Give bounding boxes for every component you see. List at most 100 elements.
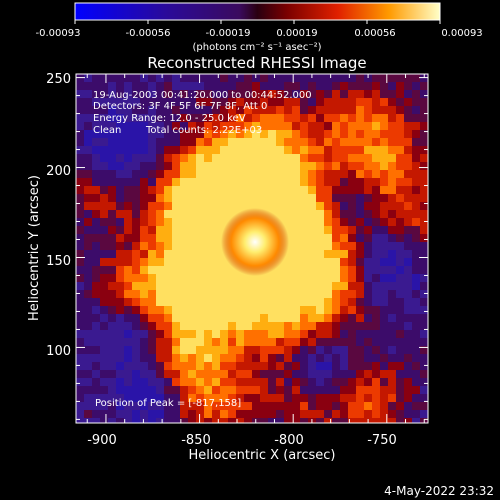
image-pixel <box>236 330 244 338</box>
image-pixel <box>116 138 124 146</box>
image-pixel <box>100 90 108 98</box>
image-pixel <box>228 346 236 354</box>
image-pixel <box>132 82 140 90</box>
image-pixel <box>132 186 140 194</box>
image-pixel <box>364 162 372 170</box>
image-pixel <box>316 402 324 410</box>
image-pixel <box>108 146 116 154</box>
image-pixel <box>316 410 324 418</box>
image-pixel <box>356 74 364 82</box>
image-pixel <box>132 122 140 130</box>
image-pixel <box>308 186 316 194</box>
image-pixel <box>332 162 340 170</box>
image-pixel <box>108 378 116 386</box>
colorbar-tick-label: -0.00056 <box>126 28 171 39</box>
image-pixel <box>324 82 332 90</box>
image-pixel <box>164 306 172 314</box>
image-pixel <box>356 90 364 98</box>
image-pixel <box>412 378 420 386</box>
image-pixel <box>140 130 148 138</box>
image-pixel <box>364 274 372 282</box>
image-pixel <box>212 394 220 402</box>
image-pixel <box>420 410 428 418</box>
image-pixel <box>388 322 396 330</box>
image-pixel <box>188 202 196 210</box>
image-pixel <box>316 114 324 122</box>
image-pixel <box>292 362 300 370</box>
image-pixel <box>156 186 164 194</box>
image-pixel <box>196 194 204 202</box>
image-pixel <box>348 98 356 106</box>
image-pixel <box>324 242 332 250</box>
image-pixel <box>388 410 396 418</box>
image-pixel <box>284 418 292 423</box>
image-pixel <box>188 346 196 354</box>
image-pixel <box>292 178 300 186</box>
image-pixel <box>108 178 116 186</box>
image-pixel <box>116 106 124 114</box>
image-pixel <box>308 402 316 410</box>
image-pixel <box>292 218 300 226</box>
image-pixel <box>116 274 124 282</box>
image-pixel <box>180 170 188 178</box>
image-pixel <box>92 250 100 258</box>
colorbar <box>74 2 441 21</box>
image-pixel <box>196 274 204 282</box>
image-pixel <box>284 410 292 418</box>
image-pixel <box>284 386 292 394</box>
image-pixel <box>148 370 156 378</box>
image-pixel <box>196 386 204 394</box>
image-pixel <box>332 242 340 250</box>
image-pixel <box>260 330 268 338</box>
image-pixel <box>388 202 396 210</box>
image-pixel <box>220 82 228 90</box>
image-pixel <box>308 298 316 306</box>
image-pixel <box>196 330 204 338</box>
image-pixel <box>180 338 188 346</box>
image-pixel <box>148 122 156 130</box>
image-pixel <box>228 402 236 410</box>
image-pixel <box>100 394 108 402</box>
image-pixel <box>412 98 420 106</box>
image-pixel <box>340 90 348 98</box>
image-pixel <box>180 330 188 338</box>
image-pixel <box>196 122 204 130</box>
image-pixel <box>356 266 364 274</box>
image-pixel <box>220 282 228 290</box>
image-pixel <box>260 274 268 282</box>
image-pixel <box>396 330 404 338</box>
image-pixel <box>148 354 156 362</box>
image-pixel <box>340 394 348 402</box>
image-pixel <box>388 290 396 298</box>
image-pixel <box>108 194 116 202</box>
image-pixel <box>212 386 220 394</box>
image-pixel <box>204 130 212 138</box>
image-pixel <box>292 170 300 178</box>
image-pixel <box>316 314 324 322</box>
image-pixel <box>364 250 372 258</box>
image-pixel <box>212 130 220 138</box>
image-pixel <box>292 146 300 154</box>
image-pixel <box>196 298 204 306</box>
image-pixel <box>284 402 292 410</box>
image-pixel <box>308 210 316 218</box>
image-pixel <box>140 370 148 378</box>
image-pixel <box>276 178 284 186</box>
image-pixel <box>244 114 252 122</box>
image-pixel <box>340 98 348 106</box>
image-pixel <box>108 418 116 423</box>
image-pixel <box>316 362 324 370</box>
image-pixel <box>332 146 340 154</box>
image-pixel <box>388 106 396 114</box>
image-pixel <box>148 306 156 314</box>
image-pixel <box>252 274 260 282</box>
image-pixel <box>180 178 188 186</box>
image-pixel <box>196 250 204 258</box>
image-pixel <box>156 386 164 394</box>
image-pixel <box>204 154 212 162</box>
image-pixel <box>404 386 412 394</box>
image-pixel <box>196 346 204 354</box>
image-pixel <box>396 306 404 314</box>
image-pixel <box>116 122 124 130</box>
image-pixel <box>332 202 340 210</box>
